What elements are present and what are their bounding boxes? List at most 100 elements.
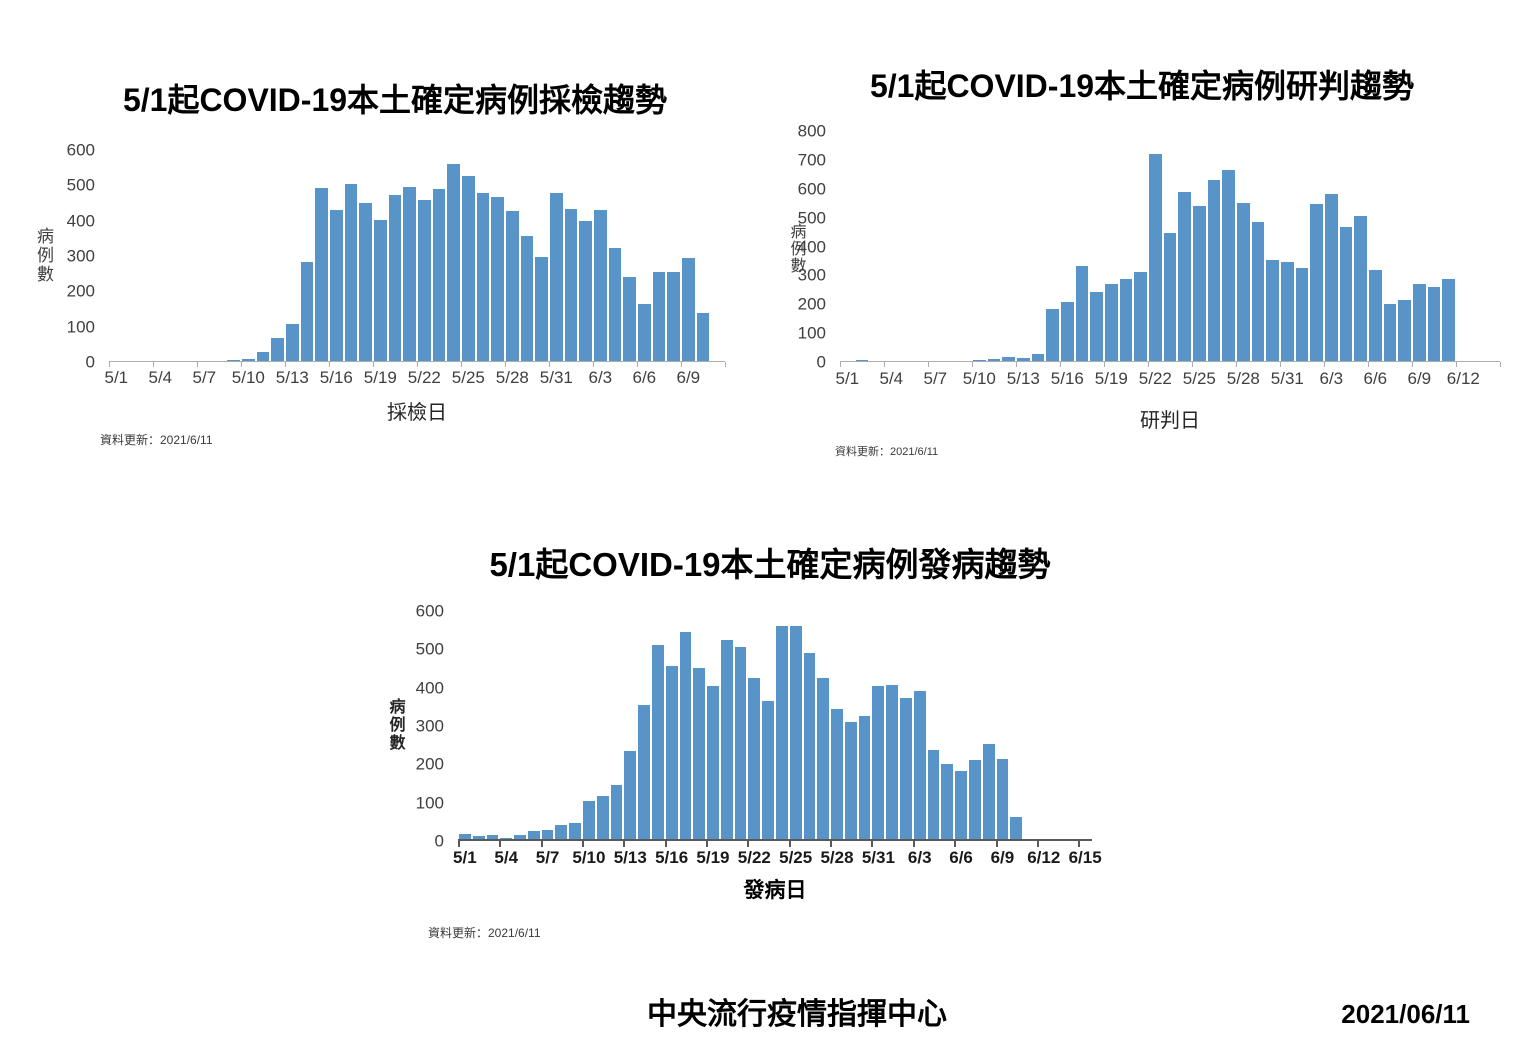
bar-5/27 — [817, 678, 830, 839]
x-tick-mark — [1236, 362, 1237, 367]
x-tick-mark — [593, 362, 594, 367]
x-tick-mark — [458, 841, 460, 847]
bar-5/8 — [555, 825, 568, 839]
x-tick-label: 5/7 — [192, 368, 217, 387]
x-tick-label: 6/9 — [1407, 369, 1432, 388]
chart-title: 5/1起COVID-19本土確定病例研判趨勢 — [869, 67, 1415, 104]
bar-6/4 — [1339, 226, 1353, 361]
x-tick-label: 5/22 — [1138, 369, 1172, 388]
update-note: 資料更新：2021/6/11 — [835, 446, 939, 458]
y-axis-title: 病例數 — [389, 699, 406, 752]
x-tick-label: 6/6 — [1363, 369, 1388, 388]
x-tick-label: 6/15 — [1068, 848, 1102, 867]
y-tick-label: 300 — [415, 716, 444, 736]
bar-5/5 — [514, 835, 526, 839]
x-tick-label: 5/10 — [572, 848, 606, 867]
bar-5/12 — [1002, 356, 1015, 361]
x-tick-label: 5/16 — [655, 848, 689, 867]
bar-5/17 — [1075, 265, 1089, 361]
x-tick-mark — [995, 841, 998, 847]
bar-5/28 — [831, 709, 843, 839]
bar-6/3 — [594, 209, 607, 361]
x-tick-label: 5/10 — [231, 368, 265, 387]
x-axis-tick-labels: 5/1 5/4 5/7 5/10 5/13 5/16 5/19 5/22 5/25 5/28 5/3… — [105, 368, 725, 389]
x-tick-label: 5/28 — [820, 848, 854, 867]
x-tick-mark — [912, 841, 915, 847]
bar-5/22 — [418, 199, 431, 361]
x-tick-mark — [972, 362, 973, 367]
bar-5/10 — [973, 360, 986, 361]
x-tick-label: 5/4 — [494, 848, 519, 867]
bar-6/1 — [1295, 268, 1309, 361]
y-tick-label: 700 — [797, 150, 826, 170]
x-axis-tick-labels: 5/1 5/4 5/7 5/10 5/13 5/16 5/19 5/22 5/25 5/28 5/3… — [453, 848, 1102, 869]
bar-5/25 — [789, 626, 802, 839]
bar-5/20 — [720, 639, 733, 839]
x-tick-mark — [1412, 362, 1413, 367]
y-axis-tick-labels: 0 100 200 300 400 500 600 700 800 — [764, 123, 826, 371]
x-tick-label: 5/1 — [104, 368, 129, 387]
x-tick-label: 6/6 — [632, 368, 657, 387]
bar-5/3 — [486, 834, 499, 839]
footer-organization: 中央流行疫情指揮中心 — [647, 998, 947, 1031]
x-tick-label: 5/16 — [319, 368, 353, 387]
bar-5/11 — [256, 352, 270, 361]
bar-5/30 — [535, 256, 548, 361]
bar-6/4 — [927, 750, 940, 839]
x-tick-label: 6/9 — [990, 848, 1015, 867]
y-axis-title: 病例數 — [790, 224, 807, 275]
bar-6/10 — [1010, 817, 1023, 839]
bar-6/3 — [1325, 194, 1338, 361]
y-tick-label: 0 — [816, 352, 826, 372]
bar-5/11 — [596, 796, 609, 839]
y-tick-label: 600 — [797, 179, 826, 199]
plot-area — [840, 131, 1500, 362]
bar-5/31 — [872, 685, 885, 839]
x-tick-mark — [285, 362, 286, 367]
x-tick-label: 5/28 — [495, 368, 529, 387]
bar-6/8 — [1398, 299, 1411, 361]
x-axis-tick-marks — [109, 362, 726, 369]
bar-5/29 — [1251, 222, 1265, 361]
x-tick-mark — [871, 841, 874, 847]
y-tick-label: 300 — [797, 265, 826, 285]
bar-5/30 — [858, 716, 871, 839]
y-tick-label: 200 — [66, 281, 95, 301]
x-tick-label: 5/31 — [539, 368, 573, 387]
bar-6/8 — [667, 271, 680, 361]
x-tick-label: 5/1 — [835, 369, 860, 388]
bar-6/8 — [982, 743, 995, 839]
bar-5/17 — [679, 632, 692, 839]
bar-6/6 — [955, 770, 967, 839]
x-tick-mark — [373, 362, 374, 367]
y-tick-label: 600 — [66, 140, 95, 160]
bar-6/10 — [696, 313, 710, 361]
bar-5/1 — [459, 834, 471, 839]
y-tick-label: 400 — [66, 211, 95, 231]
x-tick-mark — [706, 841, 709, 847]
x-tick-mark — [747, 841, 750, 847]
y-tick-label: 500 — [66, 175, 95, 195]
bar-6/1 — [564, 208, 578, 361]
bar-5/13 — [624, 750, 637, 839]
x-tick-label: 5/16 — [1050, 369, 1084, 388]
bar-5/19 — [707, 685, 719, 839]
x-tick-mark — [954, 841, 957, 847]
y-tick-label: 600 — [415, 601, 444, 621]
y-tick-label: 0 — [434, 831, 444, 851]
bar-6/3 — [913, 691, 926, 839]
x-tick-label: 6/3 — [1319, 369, 1344, 388]
x-tick-mark — [1036, 841, 1039, 847]
bar-5/17 — [344, 184, 358, 361]
x-axis-title: 發病日 — [743, 879, 807, 902]
x-tick-mark — [417, 362, 418, 367]
bar-6/1 — [886, 684, 899, 839]
x-axis-tick-labels: 5/1 5/4 5/7 5/10 5/13 5/16 5/19 5/22 5/25 5/28 5/3… — [836, 369, 1500, 390]
bar-5/20 — [1119, 279, 1133, 361]
x-tick-label: 5/22 — [737, 848, 771, 867]
bar-6/2 — [579, 221, 592, 361]
x-tick-label: 5/13 — [1006, 369, 1040, 388]
bar-5/16 — [665, 665, 678, 839]
x-axis-title: 採檢日 — [387, 402, 447, 424]
